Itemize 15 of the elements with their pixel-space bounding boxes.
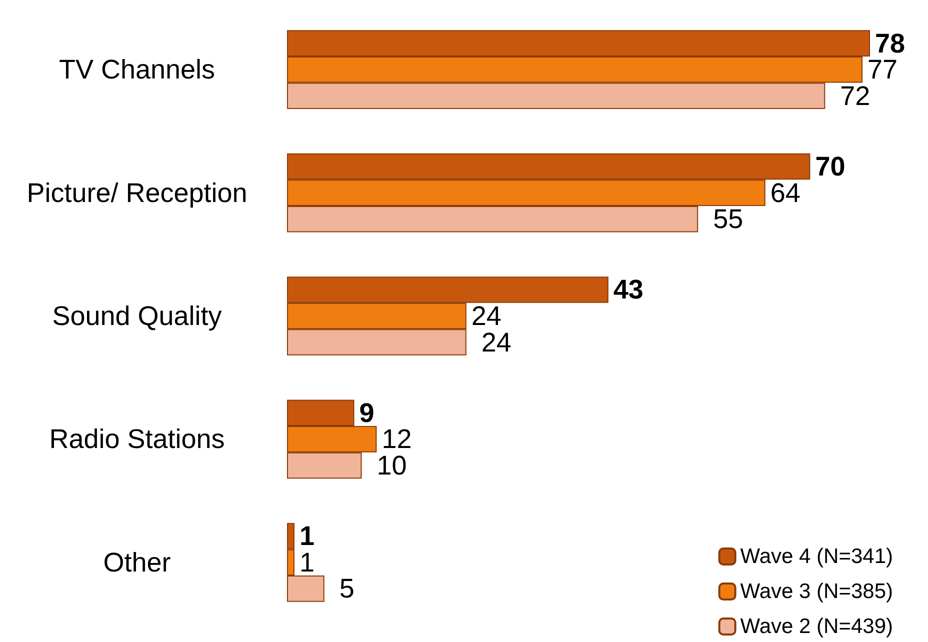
data-label: 64 <box>770 178 800 208</box>
data-label: 55 <box>713 204 744 234</box>
data-label: 72 <box>840 80 870 111</box>
y-tick-label: Picture/ Reception <box>26 178 248 208</box>
legend-label: Wave 2 (N=439) <box>740 615 893 638</box>
y-tick-label: Other <box>103 547 171 578</box>
legend-label: Wave 3 (N=385) <box>740 580 893 603</box>
legend-label: Wave 4 (N=341) <box>740 545 893 568</box>
y-tick-label: TV Channels <box>58 54 216 85</box>
data-label: 70 <box>815 152 846 182</box>
data-label: 43 <box>613 274 644 305</box>
data-label: 9 <box>359 398 374 428</box>
y-tick-label: Sound Quality <box>52 301 222 331</box>
data-label: 5 <box>339 574 354 604</box>
y-tick-label: Radio Stations <box>49 424 225 454</box>
